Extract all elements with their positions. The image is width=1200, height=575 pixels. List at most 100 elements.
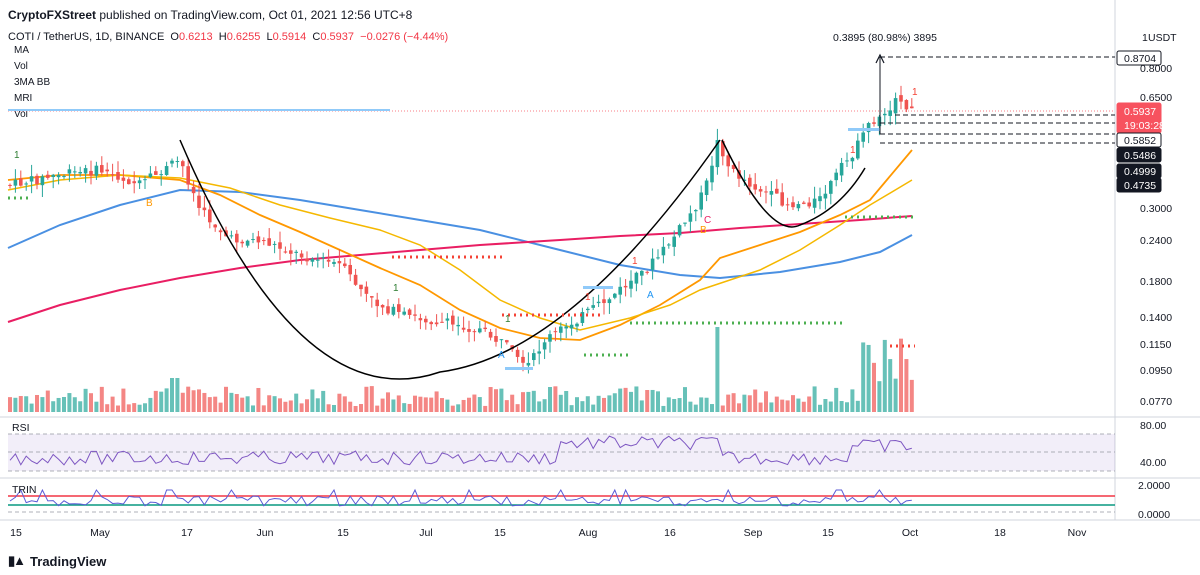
candle-body: [251, 239, 255, 241]
signal-label: A: [647, 290, 654, 301]
candle-body: [640, 270, 644, 276]
candle-body: [364, 286, 369, 294]
high-label: H: [218, 31, 227, 43]
indicator-3ma-bb[interactable]: 3MA BB: [14, 77, 51, 88]
tradingview-branding[interactable]: ▮▲ TradingView: [8, 553, 106, 569]
candle-body: [715, 140, 720, 168]
volume-bar: [369, 386, 374, 412]
candle-body: [893, 98, 898, 114]
candle-body: [721, 141, 725, 157]
ma-red-line: [7, 215, 913, 323]
volume-bar: [413, 395, 417, 412]
volume-bar: [666, 397, 671, 412]
volume-bar: [315, 398, 320, 412]
candle-body: [704, 180, 709, 196]
candle-body: [445, 318, 450, 321]
trin-line: [9, 488, 912, 507]
trin-label[interactable]: TRIN: [12, 484, 37, 496]
volume-bar: [175, 378, 180, 412]
candle-body: [127, 179, 131, 185]
candle-body: [348, 264, 352, 275]
volume-bar: [888, 359, 893, 412]
candle-body: [170, 160, 174, 164]
rsi-label[interactable]: RSI: [12, 422, 30, 434]
time-axis-label: 18: [994, 527, 1006, 539]
signal-label: 1: [14, 150, 20, 161]
candle-body: [202, 207, 207, 211]
volume-bar: [396, 395, 401, 412]
candle-body: [397, 304, 401, 312]
candle-body: [256, 236, 261, 243]
volume-bar: [24, 396, 29, 412]
volume-bar: [170, 378, 174, 412]
volume-bar: [310, 389, 315, 412]
indicator-vol-2[interactable]: Vol: [14, 109, 28, 120]
time-axis[interactable]: 15 May 17 Jun 15 Jul 15 Aug 16 Sep 15 Oct 18 Nov: [10, 527, 1087, 539]
volume-bar: [116, 405, 120, 412]
candle-body: [785, 204, 790, 206]
volume-bar: [467, 397, 471, 412]
time-axis-label: May: [90, 527, 111, 539]
volume-bar: [256, 387, 261, 412]
candle-body: [872, 122, 876, 124]
candle-body: [40, 176, 45, 186]
volume-bar: [67, 393, 72, 412]
signal-label: B: [700, 225, 707, 236]
published-text: published on TradingView.com, Oct 01, 20…: [99, 8, 413, 22]
candle-body: [35, 175, 39, 185]
candle-body: [650, 258, 655, 270]
volume-bar: [418, 396, 423, 412]
volume-bar: [407, 403, 412, 412]
candle-body: [67, 169, 72, 174]
volume-bar: [267, 395, 272, 412]
price-badge-bg: [1116, 132, 1162, 148]
candle-body: [618, 286, 622, 295]
candle-body: [240, 241, 244, 244]
volume-bar: [207, 397, 212, 412]
volume-bar: [72, 397, 77, 412]
cup-curve-large: [179, 139, 721, 380]
volume-bar: [801, 401, 806, 412]
candle-body: [56, 174, 61, 178]
volume-bar: [731, 393, 736, 412]
candle-body: [467, 329, 471, 332]
volume-bar: [494, 389, 498, 412]
indicator-vol[interactable]: Vol: [14, 61, 28, 72]
measure-label: 0.3895 (80.98%) 3895: [833, 32, 937, 44]
volume-bar: [294, 393, 299, 412]
candle-body: [478, 328, 482, 333]
candle-body: [208, 209, 212, 223]
currency-label[interactable]: USDT: [1148, 32, 1177, 44]
ma-orange-line: [7, 149, 913, 341]
volume-bar: [499, 388, 504, 412]
candle-body: [483, 327, 487, 330]
candle-body: [796, 204, 801, 209]
volume-bar: [456, 404, 461, 412]
symbol-title[interactable]: COTI / TetherUS, 1D, BINANCE: [8, 31, 165, 43]
candle-body: [100, 165, 104, 173]
publisher-name[interactable]: CryptoFXStreet: [8, 8, 97, 22]
candle-body: [337, 261, 342, 264]
candle-body: [121, 177, 126, 181]
volume-bar: [839, 401, 844, 412]
candle-body: [661, 246, 666, 256]
candle-body: [283, 251, 288, 253]
indicator-mri[interactable]: MRI: [14, 93, 33, 104]
candle-body: [910, 106, 914, 109]
trin-series: [9, 488, 912, 507]
candle-body: [748, 177, 752, 187]
price-axis[interactable]: 0.8000 0.6500 0.3000 0.2400 0.1800 0.1400 0.11…: [1140, 63, 1172, 408]
time-axis-label: 15: [494, 527, 506, 539]
volume-bar: [13, 397, 18, 412]
volume-bar: [769, 402, 774, 412]
volume-bar: [78, 401, 83, 412]
volume-bar: [423, 397, 428, 412]
volume-bar: [861, 342, 866, 412]
indicator-ma[interactable]: MA: [14, 45, 29, 56]
candle-body: [213, 224, 217, 228]
countdown-timer: 19:03:28: [1124, 120, 1165, 132]
candle-body: [137, 180, 142, 184]
volume-bar: [224, 386, 228, 412]
volume-bar: [180, 392, 185, 412]
